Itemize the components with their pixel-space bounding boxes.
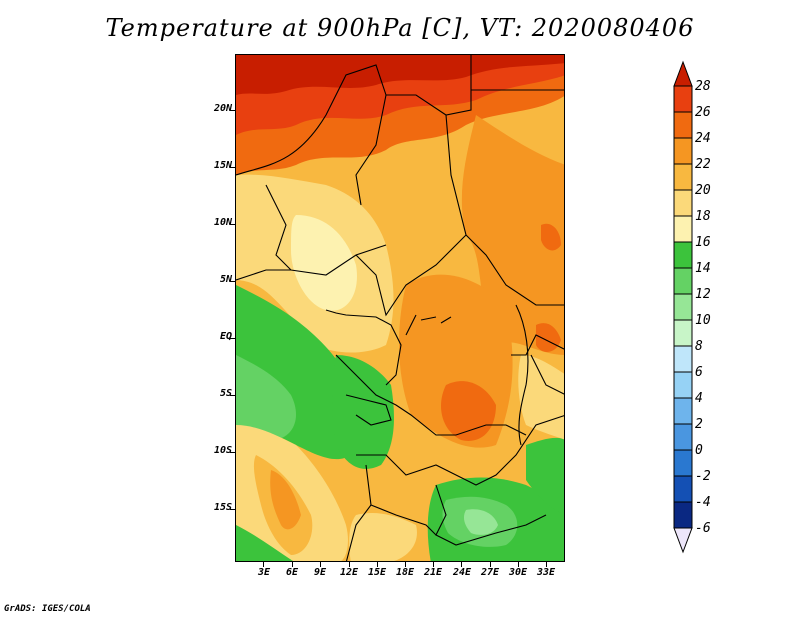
colorbar-swatch <box>673 215 693 243</box>
cbar-label-22: 22 <box>695 157 711 172</box>
lat-tick <box>230 281 235 282</box>
cbar-label-18: 18 <box>695 209 711 224</box>
lat-label-20n: 20N <box>213 103 232 114</box>
color-bar <box>673 60 693 554</box>
colorbar-swatch <box>673 371 693 399</box>
colorbar-swatch <box>673 137 693 165</box>
lon-label-3e: 3E <box>257 567 271 578</box>
lon-tick <box>405 562 406 567</box>
cbar-label-minus6: -6 <box>695 521 711 536</box>
lat-label-10n: 10N <box>213 217 232 228</box>
lon-label-6e: 6E <box>285 567 299 578</box>
lon-tick <box>320 562 321 567</box>
colorbar-swatch <box>673 189 693 217</box>
colorbar-swatch <box>673 475 693 503</box>
colorbar-swatch <box>673 241 693 269</box>
lon-tick <box>546 562 547 567</box>
colorbar-swatch <box>673 293 693 321</box>
lat-label-eq: EQ <box>219 331 232 342</box>
lon-tick <box>377 562 378 567</box>
grads-credit: GrADS: IGES/COLA <box>4 604 91 614</box>
lat-tick <box>230 224 235 225</box>
temperature-field <box>236 55 564 561</box>
lat-label-15s: 15S <box>213 502 232 513</box>
cbar-label-16: 16 <box>695 235 711 250</box>
temperature-map <box>235 54 565 562</box>
lon-tick <box>263 562 264 567</box>
cbar-label-0: 0 <box>695 443 703 458</box>
colorbar-swatch <box>673 423 693 451</box>
colorbar-swatch <box>673 397 693 425</box>
colorbar-swatch <box>673 449 693 477</box>
cbar-label-10: 10 <box>695 313 711 328</box>
colorbar-swatch <box>673 111 693 139</box>
lat-tick <box>230 509 235 510</box>
cbar-label-minus4: -4 <box>695 495 711 510</box>
lat-label-10s: 10S <box>213 445 232 456</box>
lat-label-5n: 5N <box>219 274 232 285</box>
cbar-label-2: 2 <box>695 417 703 432</box>
cbar-label-14: 14 <box>695 261 711 276</box>
lon-tick <box>292 562 293 567</box>
colorbar-top-arrow <box>673 60 693 87</box>
colorbar-bottom-arrow <box>673 527 693 554</box>
colorbar-swatch <box>673 267 693 295</box>
cbar-label-6: 6 <box>695 365 703 380</box>
lon-label-21e: 21E <box>423 567 443 578</box>
cbar-label-minus2: -2 <box>695 469 711 484</box>
lon-tick <box>461 562 462 567</box>
cbar-label-26: 26 <box>695 105 711 120</box>
cbar-label-28: 28 <box>695 79 711 94</box>
lon-label-18e: 18E <box>395 567 415 578</box>
lat-tick <box>230 452 235 453</box>
cbar-label-8: 8 <box>695 339 703 354</box>
lon-tick <box>490 562 491 567</box>
cbar-label-20: 20 <box>695 183 711 198</box>
colorbar-swatch <box>673 163 693 191</box>
lat-label-5s: 5S <box>219 388 232 399</box>
colorbar-swatch <box>673 85 693 113</box>
lon-label-24e: 24E <box>452 567 472 578</box>
cbar-label-12: 12 <box>695 287 711 302</box>
cbar-label-4: 4 <box>695 391 703 406</box>
lon-label-9e: 9E <box>313 567 327 578</box>
lon-label-33e: 33E <box>536 567 556 578</box>
lon-tick <box>433 562 434 567</box>
lon-label-12e: 12E <box>339 567 359 578</box>
lat-tick <box>230 338 235 339</box>
lon-tick <box>349 562 350 567</box>
lon-tick <box>518 562 519 567</box>
lon-label-30e: 30E <box>508 567 528 578</box>
lat-tick <box>230 167 235 168</box>
lon-label-27e: 27E <box>480 567 500 578</box>
map-title: Temperature at 900hPa [C], VT: 202008040… <box>105 14 695 42</box>
colorbar-swatch <box>673 501 693 529</box>
lat-tick <box>230 110 235 111</box>
lon-label-15e: 15E <box>367 567 387 578</box>
colorbar-swatch <box>673 345 693 373</box>
lat-tick <box>230 395 235 396</box>
cbar-label-24: 24 <box>695 131 711 146</box>
lat-label-15n: 15N <box>213 160 232 171</box>
colorbar-swatch <box>673 319 693 347</box>
